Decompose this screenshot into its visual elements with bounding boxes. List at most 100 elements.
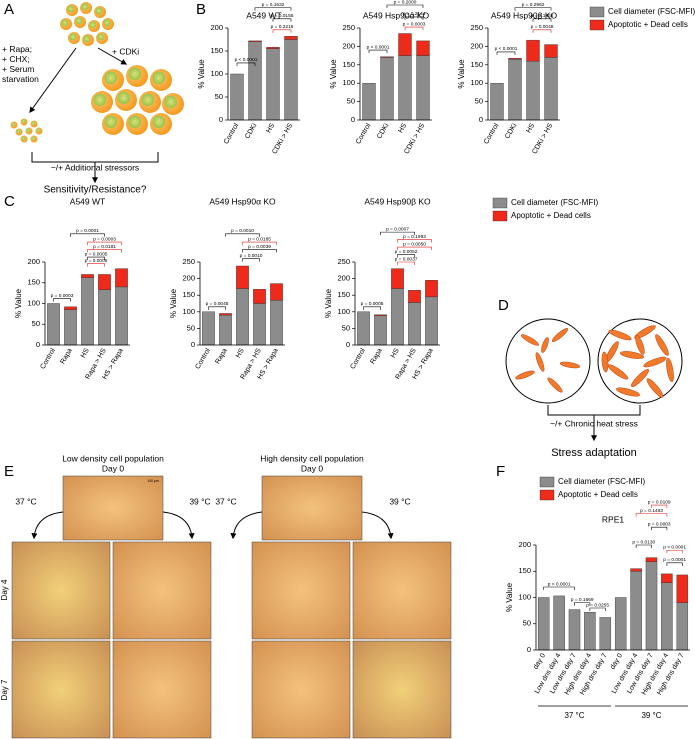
p-value: p = 0.0003: [648, 521, 671, 527]
y-tick-label: 100: [337, 307, 350, 316]
bar-segment: [362, 82, 376, 121]
legend-label: Cell diameter (FSC-MFI): [558, 477, 645, 486]
y-tick-label: 150: [518, 566, 531, 575]
photo-heading: Low density cell population: [62, 453, 164, 463]
bar-segment: [98, 289, 111, 346]
bar-segment: [270, 299, 283, 346]
p-value: p = 0.2000: [394, 0, 417, 5]
y-tick-label: 200: [342, 41, 355, 50]
y-tick-label: 0: [351, 115, 355, 124]
bar-segment: [98, 274, 111, 291]
panel-d-diagram: [505, 318, 683, 442]
y-tick-label: 150: [210, 46, 223, 55]
panel-label: B: [196, 1, 206, 18]
significance-bracket: [635, 513, 668, 517]
significance-bracket: [87, 249, 122, 253]
bar-segment: [248, 41, 262, 121]
significance-bracket: [666, 562, 683, 566]
p-value: p = 0.0003: [51, 293, 74, 299]
panel-label: F: [496, 463, 505, 480]
y-tick-label: 0: [527, 645, 531, 654]
bar-segment: [584, 612, 596, 651]
legend-swatch: [492, 197, 508, 209]
bar-segment: [236, 288, 249, 346]
x-tick-label: HS: [390, 347, 401, 359]
scale-bar-label: 100 µm: [147, 479, 159, 483]
bar-segment: [408, 290, 421, 303]
bar-segment: [568, 609, 581, 651]
significance-bracket: [87, 241, 122, 246]
panel-label: A: [4, 1, 14, 18]
p-value: p = 0.0155: [271, 13, 294, 19]
significance-bracket: [543, 586, 575, 590]
significance-bracket: [87, 256, 105, 261]
p-value: p = 0.2216: [271, 24, 294, 30]
panel-e-photos: [11, 475, 452, 739]
bar-segment: [64, 309, 77, 346]
y-tick-label: 200: [27, 257, 40, 266]
significance-bracket: [651, 526, 668, 531]
group-label: 37 °C: [564, 711, 584, 720]
treatment-line: + Serum: [2, 64, 34, 74]
legend-label: Apoptotic + Dead cells: [558, 490, 638, 499]
y-tick-label: 100: [182, 307, 195, 316]
bar-segment: [398, 33, 412, 56]
y-tick-label: 50: [347, 97, 355, 106]
panel-label: E: [4, 463, 14, 480]
bar-segment: [425, 280, 438, 298]
treatment-line: starvation: [2, 74, 39, 84]
temperature: 39 °C: [189, 496, 210, 506]
bar-segment: [374, 315, 387, 346]
p-value: p = 0.0130: [632, 539, 655, 545]
bar-segment: [398, 55, 412, 121]
bar-segment: [508, 57, 522, 60]
significance-bracket: [496, 51, 516, 55]
y-axis-label: % Value: [324, 288, 333, 318]
significance-bracket: [272, 29, 292, 33]
x-tick-label: CDKi: [244, 122, 258, 140]
bar-segment: [380, 57, 394, 121]
group-label: 39 °C: [641, 711, 661, 720]
chart-title: A549 Hsp90β KO: [491, 10, 558, 20]
y-tick-label: 200: [210, 23, 223, 32]
p-value: p < 0.0001: [495, 46, 518, 52]
treatment-line: + Rapa;: [2, 44, 32, 54]
row-label: Day 7: [0, 679, 9, 700]
p-value: p = 0.2962: [522, 2, 545, 8]
x-tick-label: HS: [525, 122, 536, 134]
bar-segment: [248, 40, 262, 43]
p-value: p = 0.1632: [262, 2, 285, 8]
x-tick-label: Rapa: [214, 347, 228, 365]
bar-segment: [380, 56, 394, 58]
p-value: p < 0.0001: [548, 581, 571, 587]
bar-segment: [253, 289, 266, 304]
p-value: p = 0.0039: [248, 244, 271, 250]
bar-segment: [676, 574, 689, 603]
photo-heading: High density cell population: [260, 453, 364, 463]
significance-bracket: [404, 26, 424, 31]
significance-bracket: [368, 49, 388, 54]
bar-segment: [544, 44, 558, 58]
y-tick-label: 250: [337, 257, 350, 266]
y-tick-label: 150: [470, 60, 483, 69]
legend-swatch: [589, 19, 605, 31]
y-tick-label: 50: [475, 97, 483, 106]
y-axis-label: % Value: [169, 288, 178, 318]
p-value: p = 0.1463: [640, 508, 663, 514]
p-value: p = 0.0005: [361, 301, 384, 307]
y-tick-label: 0: [219, 115, 223, 124]
legend-swatch: [539, 476, 555, 488]
x-tick-label: Control: [483, 122, 501, 145]
bar-segment: [64, 306, 77, 310]
panel-e-arrows: [31, 511, 394, 540]
bar-segment: [526, 39, 540, 62]
y-tick-label: 150: [337, 290, 350, 299]
y-axis-label: % Value: [329, 59, 338, 89]
x-tick-label: Control: [349, 347, 367, 370]
significance-bracket: [87, 263, 105, 267]
bar-segment: [661, 573, 673, 584]
y-tick-label: 150: [27, 278, 40, 287]
bar-segment: [357, 311, 370, 346]
significance-bracket: [225, 233, 260, 237]
